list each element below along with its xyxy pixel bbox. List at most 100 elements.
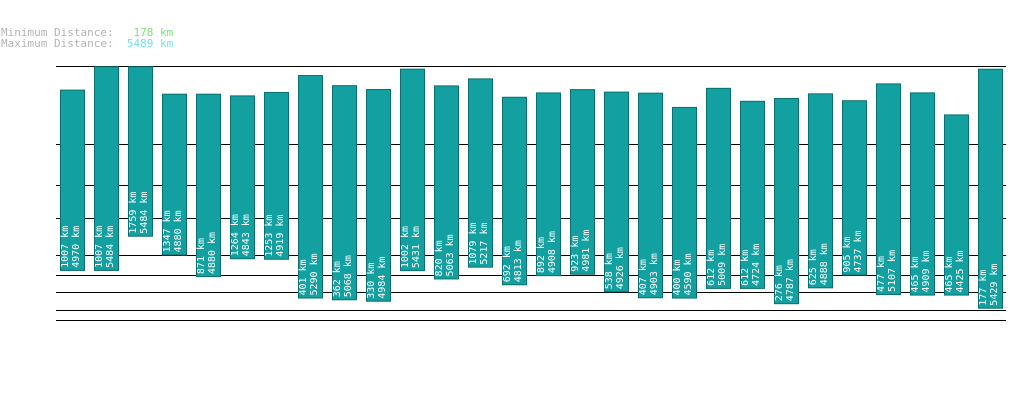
bar-low-label-3: 1759 km — [128, 192, 139, 234]
bar-rect-11 — [400, 68, 425, 272]
bar-18: 407 km 4903 km — [638, 92, 663, 299]
bar-11: 1002 km 5431 km — [400, 68, 425, 272]
bar-low-label-17: 538 km — [604, 253, 615, 289]
bar-rect-18 — [638, 92, 663, 299]
bar-10: 330 km 4984 km — [366, 88, 391, 302]
bar-20: 612 km 5009 km — [706, 87, 731, 289]
bar-high-label-13: 5217 km — [479, 222, 490, 264]
bar-high-label-7: 4919 km — [275, 215, 286, 257]
bar-high-label-20: 5009 km — [717, 244, 728, 286]
bar-low-label-15: 892 km — [536, 237, 547, 273]
bar-high-label-23: 4888 km — [819, 243, 830, 285]
bar-low-label-19: 400 km — [672, 259, 683, 295]
bar-high-label-14: 4813 km — [513, 240, 524, 282]
bar-low-label-16: 923 km — [570, 236, 581, 272]
bar-low-label-11: 1002 km — [400, 226, 411, 268]
bar-14: 692 km 4813 km — [502, 96, 527, 286]
bar-rect-26 — [910, 92, 935, 296]
bar-high-label-24: 4737 km — [853, 230, 864, 272]
bar-rect-4 — [162, 93, 187, 256]
bar-low-label-6: 1264 km — [230, 214, 241, 256]
bar-high-label-21: 4724 km — [751, 244, 762, 286]
bar-low-label-26: 465 km — [910, 256, 921, 292]
bar-rect-14 — [502, 96, 527, 286]
bar-high-label-16: 4981 km — [581, 230, 592, 272]
bar-low-label-5: 871 km — [196, 238, 207, 274]
bar-high-label-12: 5063 km — [445, 234, 456, 276]
bar-19: 400 km 4590 km — [672, 106, 697, 299]
bar-rect-8 — [298, 75, 323, 299]
bar-high-label-27: 4425 km — [955, 250, 966, 292]
bar-8: 401 km 5290 km — [298, 75, 323, 299]
bar-17: 538 km 4926 km — [604, 91, 629, 293]
maximum-distance-row: Maximum Distance: 5489 km — [1, 38, 173, 50]
bar-rect-1 — [60, 89, 85, 271]
bar-16: 923 km 4981 km — [570, 89, 595, 275]
bar-28: 177 km 5429 km — [978, 68, 1003, 309]
bar-high-label-3: 5484 km — [139, 192, 150, 234]
bar-rect-16 — [570, 89, 595, 275]
bar-high-label-6: 4843 km — [241, 214, 252, 256]
maximum-distance-label: Maximum Distance: — [1, 37, 114, 50]
bar-12: 820 km 5063 km — [434, 85, 459, 280]
bar-22: 276 km 4787 km — [774, 97, 799, 305]
bar-low-label-2: 1007 km — [94, 226, 105, 268]
bar-high-label-4: 4880 km — [173, 210, 184, 252]
bar-high-label-19: 4590 km — [683, 253, 694, 295]
bar-low-label-7: 1253 km — [264, 215, 275, 257]
minimum-distance-value: 178 km — [133, 26, 174, 39]
bar-high-label-9: 5068 km — [343, 255, 354, 297]
bar-low-label-20: 612 km — [706, 250, 717, 286]
bar-4: 1347 km 4880 km — [162, 93, 187, 256]
bar-rect-12 — [434, 85, 459, 280]
bar-rect-9 — [332, 85, 357, 301]
bar-1: 1007 km 4970 km — [60, 89, 85, 271]
bar-rect-28 — [978, 68, 1003, 309]
bar-9: 362 km 5068 km — [332, 85, 357, 301]
bar-low-label-12: 820 km — [434, 240, 445, 276]
bar-low-label-28: 177 km — [978, 270, 989, 306]
bar-26: 465 km 4909 km — [910, 92, 935, 296]
bar-rect-2 — [94, 66, 119, 271]
minimum-distance-label: Minimum Distance: — [1, 26, 114, 39]
bar-low-label-25: 477 km — [876, 256, 887, 292]
bar-23: 625 km 4888 km — [808, 93, 833, 289]
bar-low-label-4: 1347 km — [162, 210, 173, 252]
bar-rect-24 — [842, 100, 867, 276]
bar-2: 1007 km 5484 km — [94, 66, 119, 271]
bar-low-label-9: 362 km — [332, 261, 343, 297]
bar-low-label-22: 276 km — [774, 265, 785, 301]
bar-low-label-24: 905 km — [842, 236, 853, 272]
bar-low-label-23: 625 km — [808, 249, 819, 285]
bar-7: 1253 km 4919 km — [264, 91, 289, 260]
bar-high-label-28: 5429 km — [989, 264, 1000, 306]
bar-high-label-8: 5290 km — [309, 253, 320, 295]
bar-rect-13 — [468, 78, 493, 268]
bar-high-label-2: 5484 km — [105, 226, 116, 268]
bar-high-label-22: 4787 km — [785, 259, 796, 301]
bar-rect-25 — [876, 83, 901, 296]
bar-rect-15 — [536, 92, 561, 277]
bar-25: 477 km 5107 km — [876, 83, 901, 296]
bar-3: 1759 km 5484 km — [128, 66, 153, 237]
bar-rect-6 — [230, 95, 255, 260]
bar-low-label-18: 407 km — [638, 259, 649, 295]
bar-low-label-8: 401 km — [298, 259, 309, 295]
bar-low-label-13: 1079 km — [468, 222, 479, 264]
bar-15: 892 km 4908 km — [536, 92, 561, 277]
bar-rect-23 — [808, 93, 833, 289]
bar-high-label-5: 4880 km — [207, 232, 218, 274]
bar-rect-20 — [706, 87, 731, 289]
maximum-distance-value: 5489 km — [126, 37, 174, 50]
bar-27: 465 km 4425 km — [944, 114, 969, 296]
bar-rect-3 — [128, 66, 153, 237]
bar-rect-21 — [740, 100, 765, 289]
bar-21: 612 km 4724 km — [740, 100, 765, 289]
bar-high-label-18: 4903 km — [649, 253, 660, 295]
bar-rect-7 — [264, 91, 289, 260]
bar-high-label-1: 4970 km — [71, 226, 82, 268]
bar-rect-10 — [366, 88, 391, 302]
bar-13: 1079 km 5217 km — [468, 78, 493, 268]
bar-low-label-21: 612 km — [740, 250, 751, 286]
bar-high-label-17: 4926 km — [615, 247, 626, 289]
